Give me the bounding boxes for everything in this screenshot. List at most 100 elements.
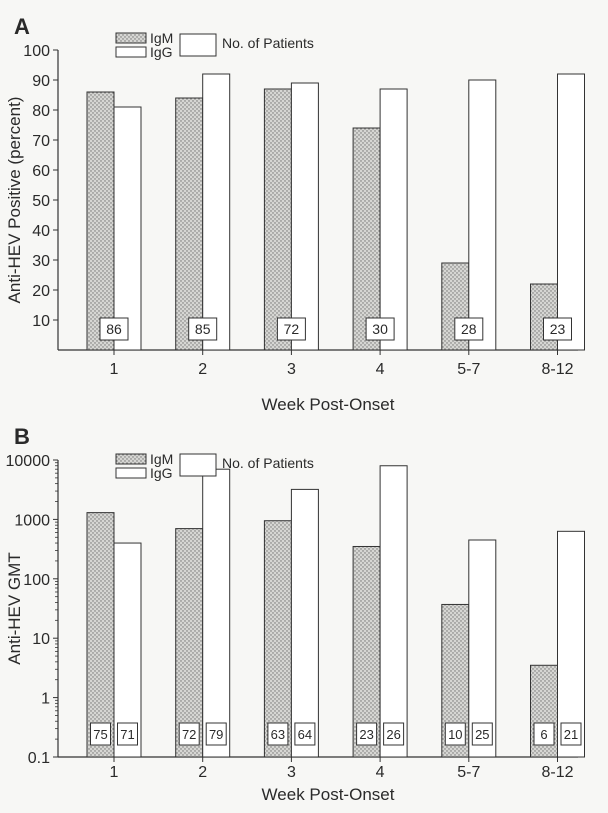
patient-count-box xyxy=(444,722,466,746)
y-tick-label: 10000 xyxy=(6,453,51,470)
patient-count-box xyxy=(560,722,582,746)
igm-bar xyxy=(175,528,204,758)
legend-label: IgG xyxy=(150,44,173,60)
igg-bar xyxy=(202,468,231,758)
patient-count: 64 xyxy=(298,727,312,742)
patient-count-box xyxy=(454,317,484,341)
x-tick-label: 3 xyxy=(287,764,296,781)
patient-count-box xyxy=(365,317,395,341)
legend-swatch-patients xyxy=(179,33,217,57)
igm-bar xyxy=(263,520,292,758)
igg-bar xyxy=(468,539,497,758)
x-tick-label: 8-12 xyxy=(541,361,573,378)
patient-count-box xyxy=(99,317,129,341)
patient-count-box xyxy=(276,317,306,341)
patient-count-box xyxy=(533,722,555,746)
igg-bar xyxy=(557,530,585,758)
patient-count-box xyxy=(383,722,405,746)
legend-label: IgM xyxy=(150,30,173,46)
x-tick-label: 5-7 xyxy=(457,361,480,378)
igm-bar xyxy=(352,545,381,758)
patient-count: 23 xyxy=(550,321,566,337)
igg-bar xyxy=(468,79,497,351)
patient-count: 10 xyxy=(448,727,462,742)
y-tick-label: 30 xyxy=(32,253,50,270)
legend-label: IgG xyxy=(150,465,173,481)
patient-count: 86 xyxy=(106,321,122,337)
patient-count: 30 xyxy=(372,321,388,337)
x-tick-label: 2 xyxy=(198,764,207,781)
legend-label: IgM xyxy=(150,451,173,467)
x-tick-label: 8-12 xyxy=(541,764,573,781)
y-axis-label: Anti-HEV GMT xyxy=(5,552,24,664)
patient-count-box xyxy=(188,317,218,341)
igg-bar xyxy=(113,106,142,351)
legend-label: No. of Patients xyxy=(222,35,314,51)
x-axis-label: Week Post-Onset xyxy=(262,395,395,414)
legend-swatch-igg xyxy=(115,46,147,58)
y-tick-label: 100 xyxy=(23,43,50,60)
igm-bar xyxy=(175,97,204,351)
x-tick-label: 5-7 xyxy=(457,764,480,781)
igg-bar xyxy=(290,488,319,758)
patient-count: 75 xyxy=(93,727,107,742)
legend-label: No. of Patients xyxy=(222,455,314,471)
y-tick-label: 10 xyxy=(32,313,50,330)
legend-swatch-igm xyxy=(115,32,147,44)
x-tick-label: 1 xyxy=(110,361,119,378)
y-tick-label: 80 xyxy=(32,103,50,120)
igg-bar xyxy=(379,88,408,351)
patient-count: 26 xyxy=(386,727,400,742)
patient-count-box xyxy=(356,722,378,746)
patient-count-box xyxy=(267,722,289,746)
patient-count: 6 xyxy=(540,727,547,742)
x-tick-label: 2 xyxy=(198,361,207,378)
patient-count-box xyxy=(117,722,138,746)
patient-count: 79 xyxy=(209,727,223,742)
y-tick-label: 0.1 xyxy=(28,750,50,767)
y-tick-label: 20 xyxy=(32,283,50,300)
y-tick-label: 90 xyxy=(32,73,50,90)
igg-bar xyxy=(290,82,319,351)
x-tick-label: 1 xyxy=(110,764,119,781)
legend-swatch-patients xyxy=(179,453,217,477)
patient-count: 72 xyxy=(284,321,300,337)
patient-count: 71 xyxy=(120,727,134,742)
x-tick-label: 4 xyxy=(376,361,385,378)
patient-count-box xyxy=(178,722,200,746)
patient-count-box xyxy=(543,317,572,341)
y-tick-label: 100 xyxy=(23,572,50,589)
igm-bar xyxy=(263,88,292,351)
panel-label: A xyxy=(14,14,30,39)
patient-count: 23 xyxy=(359,727,373,742)
y-tick-label: 1 xyxy=(41,691,50,708)
patient-count: 63 xyxy=(271,727,285,742)
igg-bar xyxy=(202,73,231,351)
igm-bar xyxy=(86,91,115,351)
patient-count-box xyxy=(471,722,493,746)
y-axis-label: Anti-HEV Positive (percent) xyxy=(5,97,24,304)
patient-count: 72 xyxy=(182,727,196,742)
x-axis-label: Week Post-Onset xyxy=(262,785,395,804)
patient-count: 25 xyxy=(475,727,489,742)
y-tick-label: 60 xyxy=(32,163,50,180)
y-tick-label: 1000 xyxy=(14,512,50,529)
y-tick-label: 70 xyxy=(32,133,50,150)
y-tick-label: 40 xyxy=(32,223,50,240)
igg-bar xyxy=(557,73,585,351)
patient-count-box xyxy=(205,722,227,746)
x-tick-label: 3 xyxy=(287,361,296,378)
igg-bar xyxy=(379,465,408,758)
y-tick-label: 50 xyxy=(32,193,50,210)
patient-count: 28 xyxy=(461,321,477,337)
patient-count: 21 xyxy=(564,727,578,742)
panel-label: B xyxy=(14,424,30,449)
patient-count: 85 xyxy=(195,321,211,337)
igm-bar xyxy=(352,127,381,351)
igg-bar xyxy=(113,542,142,758)
legend-swatch-igm xyxy=(115,453,147,465)
x-tick-label: 4 xyxy=(376,764,385,781)
patient-count-box xyxy=(294,722,316,746)
